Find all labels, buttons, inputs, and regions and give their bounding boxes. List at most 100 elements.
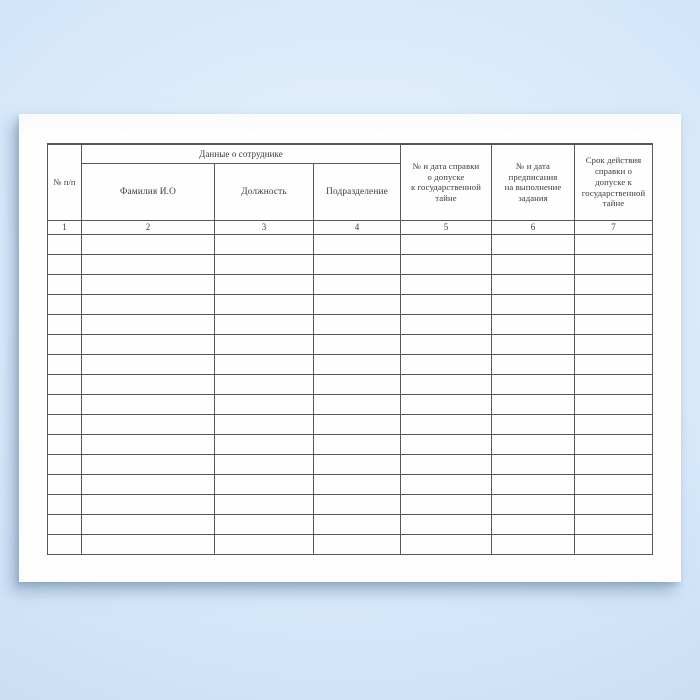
empty-cell — [313, 373, 401, 395]
table-header: № п/п Данные о сотруднике № и дата справ… — [47, 143, 653, 235]
empty-cell — [47, 533, 82, 555]
header-cell-certificate-validity: Срок действия справки о допуске к госуда… — [574, 143, 653, 221]
empty-cell — [214, 313, 314, 335]
table-row — [47, 313, 653, 335]
empty-cell — [214, 493, 314, 515]
empty-cell — [574, 493, 653, 515]
empty-cell — [400, 453, 492, 475]
column-number-row: 1 2 3 4 5 6 7 — [47, 219, 653, 235]
empty-cell — [47, 493, 82, 515]
empty-cell — [81, 413, 215, 435]
header-cell-clearance-certificate: № и дата справки о допуске к государстве… — [400, 143, 492, 221]
empty-cell — [214, 253, 314, 275]
empty-cell — [400, 513, 492, 535]
header-cell-department: Подразделение — [313, 162, 401, 221]
empty-cell — [214, 353, 314, 375]
column-number: 7 — [574, 219, 653, 235]
empty-cell — [47, 453, 82, 475]
empty-cell — [214, 233, 314, 255]
empty-cell — [313, 393, 401, 415]
empty-cell — [400, 233, 492, 255]
empty-cell — [400, 253, 492, 275]
empty-cell — [491, 313, 575, 335]
empty-cell — [313, 413, 401, 435]
header-cell-surname: Фамилия И.О — [81, 162, 215, 221]
empty-cell — [400, 493, 492, 515]
empty-cell — [81, 253, 215, 275]
empty-cell — [214, 533, 314, 555]
table-row — [47, 453, 653, 475]
empty-cell — [400, 333, 492, 355]
column-number: 6 — [491, 219, 575, 235]
table-row — [47, 333, 653, 355]
empty-cell — [574, 373, 653, 395]
empty-cell — [81, 433, 215, 455]
empty-cell — [574, 433, 653, 455]
empty-cell — [574, 253, 653, 275]
empty-cell — [313, 513, 401, 535]
empty-cell — [574, 453, 653, 475]
empty-cell — [214, 453, 314, 475]
empty-cell — [491, 513, 575, 535]
empty-cell — [491, 253, 575, 275]
empty-cell — [313, 253, 401, 275]
empty-cell — [47, 233, 82, 255]
table-row — [47, 273, 653, 295]
empty-cell — [574, 233, 653, 255]
table-row — [47, 473, 653, 495]
table-row — [47, 233, 653, 255]
empty-cell — [214, 413, 314, 435]
empty-cell — [491, 413, 575, 435]
empty-cell — [81, 473, 215, 495]
empty-cell — [81, 393, 215, 415]
empty-cell — [313, 293, 401, 315]
empty-cell — [400, 353, 492, 375]
empty-cell — [47, 313, 82, 335]
empty-cell — [47, 433, 82, 455]
empty-cell — [491, 473, 575, 495]
empty-cell — [81, 273, 215, 295]
empty-cell — [313, 233, 401, 255]
empty-cell — [400, 313, 492, 335]
column-number: 2 — [81, 219, 215, 235]
empty-cell — [81, 353, 215, 375]
table-body — [47, 233, 653, 555]
empty-cell — [47, 393, 82, 415]
table-row — [47, 293, 653, 315]
table-row — [47, 513, 653, 535]
header-cell-position: Должность — [214, 162, 314, 221]
empty-cell — [313, 453, 401, 475]
empty-cell — [491, 233, 575, 255]
table-row — [47, 393, 653, 415]
empty-cell — [400, 293, 492, 315]
empty-cell — [491, 453, 575, 475]
column-number: 4 — [313, 219, 401, 235]
empty-cell — [574, 393, 653, 415]
empty-cell — [400, 533, 492, 555]
header-cell-row-number: № п/п — [47, 143, 82, 221]
column-number: 3 — [214, 219, 314, 235]
empty-cell — [214, 373, 314, 395]
table-row — [47, 373, 653, 395]
empty-cell — [313, 273, 401, 295]
table-row — [47, 353, 653, 375]
empty-cell — [81, 513, 215, 535]
empty-cell — [214, 393, 314, 415]
empty-cell — [47, 413, 82, 435]
empty-cell — [400, 413, 492, 435]
column-number: 1 — [47, 219, 82, 235]
empty-cell — [491, 433, 575, 455]
empty-cell — [81, 493, 215, 515]
empty-cell — [214, 433, 314, 455]
empty-cell — [214, 473, 314, 495]
empty-cell — [47, 273, 82, 295]
journal-table: № п/п Данные о сотруднике № и дата справ… — [47, 143, 653, 555]
empty-cell — [400, 273, 492, 295]
table-row — [47, 433, 653, 455]
table-row — [47, 493, 653, 515]
empty-cell — [81, 293, 215, 315]
empty-cell — [574, 313, 653, 335]
empty-cell — [81, 333, 215, 355]
empty-cell — [491, 333, 575, 355]
